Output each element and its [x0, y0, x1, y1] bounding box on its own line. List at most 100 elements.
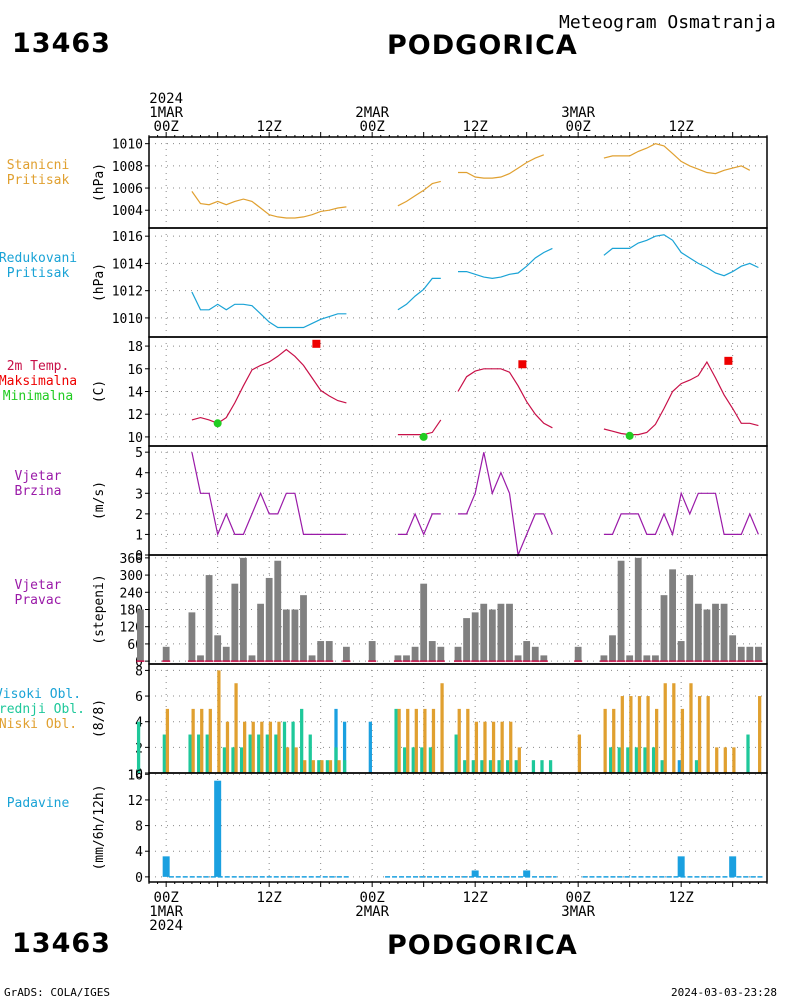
y-tick-label: 3: [135, 487, 143, 502]
cloud-bar: [188, 734, 192, 773]
y-tick-label: 5: [135, 446, 143, 461]
cloud-bar: [457, 708, 461, 773]
min-temp-marker: [213, 419, 222, 428]
cloud-bar: [440, 683, 444, 773]
cloud-bar: [483, 721, 487, 773]
cloud-bar: [617, 747, 621, 773]
cloud-bar: [265, 734, 269, 773]
unit-label: (8/8): [92, 699, 107, 738]
cloud-bar: [672, 683, 676, 773]
cloud-bar: [397, 708, 401, 773]
cloud-bar: [697, 696, 702, 773]
y-tick-label: 14: [127, 386, 143, 401]
panel-frame: [148, 227, 768, 338]
cloud-bar: [746, 734, 750, 773]
time-label-bottom: 1MAR: [149, 904, 183, 920]
time-label-bottom: 3MAR: [561, 904, 595, 920]
wind-dir-bar: [343, 646, 350, 662]
unit-label: (stepeni): [92, 574, 107, 644]
panel-padavine: 0 4 8 12 16 (mm/6h/12h) Padavine: [7, 768, 768, 886]
cloud-bar: [548, 760, 553, 773]
precip-bar: [162, 856, 170, 877]
cloud-bar: [603, 708, 607, 773]
time-label-bottom: 12Z: [257, 890, 282, 906]
series-line: [603, 360, 759, 436]
wind-dir-bar: [300, 595, 307, 662]
y-tick-label: 0: [135, 767, 143, 782]
unit-label: (m/s): [92, 481, 107, 520]
panel-frame: [148, 136, 768, 229]
cloud-bar: [257, 734, 261, 773]
panel-frame: [148, 445, 768, 556]
precip-bar: [729, 856, 737, 877]
wind-dir-bar: [420, 583, 428, 662]
cloud-bar: [660, 760, 664, 773]
cloud-bar: [328, 760, 333, 773]
cloud-bar: [463, 760, 467, 773]
series-line: [603, 143, 751, 175]
wind-dir-bar: [248, 655, 256, 662]
cloud-bar: [723, 747, 727, 773]
y-tick-label: 16: [127, 768, 143, 783]
panel-label: Maksimalna: [0, 374, 77, 389]
wind-dir-bar: [317, 641, 325, 662]
series-line: [458, 154, 545, 179]
y-tick-label: 1014: [112, 257, 143, 272]
y-tick-label: 360: [120, 552, 143, 567]
panel-label: Pravac: [15, 593, 62, 608]
wind-dir-bar: [214, 635, 222, 662]
max-temp-marker: [724, 356, 733, 365]
cloud-bar: [420, 747, 424, 773]
cloud-bar: [342, 721, 347, 773]
cloud-bar: [197, 734, 201, 773]
cloud-bar: [715, 747, 719, 773]
y-tick-label: 0: [135, 655, 143, 670]
cloud-bar: [428, 747, 433, 773]
y-tick-label: 1010: [112, 138, 143, 153]
wind-dir-bar: [523, 641, 531, 662]
cloud-bar: [509, 721, 513, 773]
y-tick-label: 300: [120, 569, 143, 584]
cloud-bar: [200, 708, 204, 773]
station-name-top: PODGORICA: [387, 30, 578, 61]
cloud-bar: [394, 708, 398, 773]
cloud-bar: [612, 708, 616, 773]
wind-dir-bar: [488, 609, 496, 662]
wind-dir-bar: [514, 655, 522, 662]
cloud-bar: [480, 760, 484, 773]
wind-dir-bar: [428, 641, 436, 662]
wind-dir-bar: [308, 655, 316, 662]
wind-dir-bar: [463, 618, 470, 662]
time-label-top: 2024: [149, 91, 183, 107]
wind-dir-bar: [737, 646, 745, 662]
cloud-bar: [260, 721, 264, 773]
time-label-bottom: 2024: [149, 918, 183, 934]
wind-dir-bar: [720, 603, 728, 662]
wind-dir-bar: [652, 655, 659, 662]
wind-dir-bar: [617, 560, 625, 662]
wind-dir-bar: [394, 655, 402, 662]
station-id-top: 13463: [12, 28, 111, 59]
cloud-bar: [294, 747, 298, 773]
cloud-bar: [411, 747, 415, 773]
cloud-bar: [609, 747, 613, 773]
panel-label: Minimalna: [3, 389, 73, 404]
cloud-bar: [239, 747, 244, 773]
time-label-top: 1MAR: [149, 105, 183, 121]
wind-dir-bar: [600, 655, 608, 662]
precip-bar: [214, 780, 222, 877]
cloud-bar: [620, 696, 624, 773]
y-tick-label: 4: [135, 845, 143, 860]
time-label-top: 12Z: [669, 119, 694, 135]
cloud-bar: [165, 708, 170, 773]
y-tick-label: 8: [135, 664, 143, 679]
cloud-bar: [268, 721, 273, 773]
y-tick-label: 1008: [112, 160, 143, 175]
wind-dir-bar: [531, 646, 539, 662]
cloud-bar: [577, 734, 582, 773]
cloud-bar: [217, 670, 221, 773]
series-line: [603, 491, 759, 537]
station-id-bottom: 13463: [12, 928, 111, 959]
